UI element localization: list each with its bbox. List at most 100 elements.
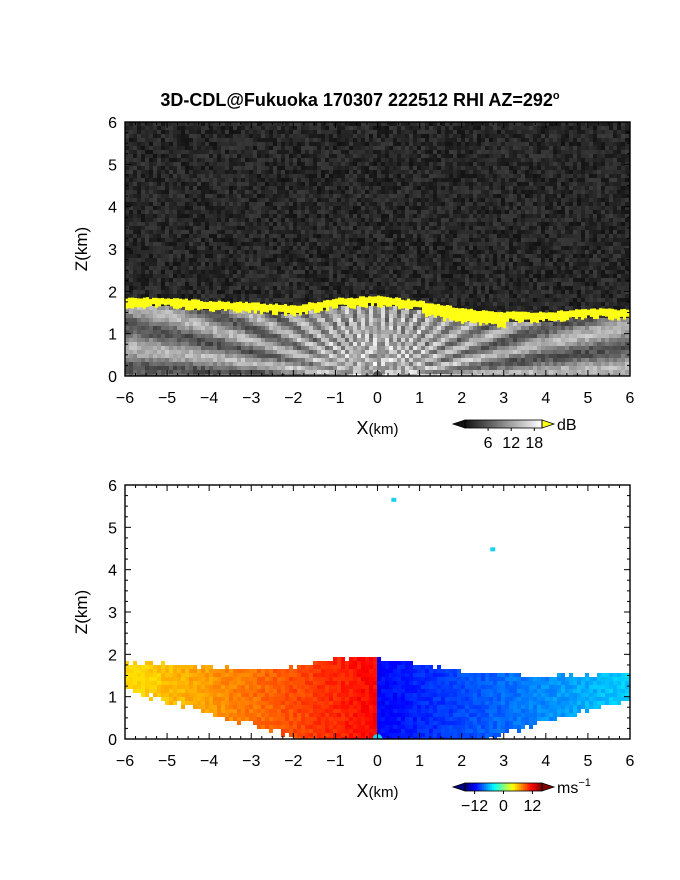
heat-cell — [325, 246, 329, 250]
heat-cell — [253, 374, 257, 376]
heat-cell — [237, 370, 241, 374]
heat-cell — [413, 126, 417, 130]
heat-cell — [141, 282, 145, 286]
heat-cell — [425, 198, 429, 202]
heat-cell — [209, 218, 213, 222]
heat-cell — [209, 190, 213, 194]
heat-cell — [277, 314, 281, 318]
heat-cell — [157, 238, 161, 242]
heat-cell — [149, 138, 153, 142]
heat-cell — [277, 126, 281, 130]
heat-cell — [261, 226, 265, 230]
heat-cell — [185, 202, 189, 206]
heat-cell — [185, 270, 189, 274]
heat-cell — [189, 150, 193, 154]
heat-cell — [325, 342, 329, 346]
heat-cell — [169, 318, 173, 322]
heat-cell — [281, 334, 285, 338]
heat-cell — [253, 230, 257, 234]
heat-cell — [125, 134, 129, 138]
heat-cell — [313, 294, 317, 298]
heat-cell — [257, 334, 261, 338]
heat-cell — [253, 138, 257, 142]
heat-cell — [193, 234, 197, 238]
heat-cell — [289, 218, 293, 222]
heat-cell — [145, 322, 149, 326]
heat-cell — [245, 202, 249, 206]
heat-cell — [165, 274, 169, 278]
heat-cell — [173, 214, 177, 218]
heat-cell — [257, 294, 261, 298]
heat-cell — [157, 146, 161, 150]
heat-cell — [173, 186, 177, 190]
heat-cell — [273, 254, 277, 258]
heat-cell — [197, 278, 201, 282]
heat-cell — [141, 334, 145, 338]
heat-cell — [169, 314, 173, 318]
heat-cell — [257, 326, 261, 330]
heat-cell — [245, 290, 249, 294]
heat-cell — [345, 278, 349, 282]
heat-cell — [349, 178, 353, 182]
heat-cell — [217, 210, 221, 214]
heat-cell — [265, 194, 269, 198]
heat-cell — [421, 162, 425, 166]
heat-cell — [269, 222, 273, 226]
heat-cell — [289, 334, 293, 338]
heat-cell — [293, 234, 297, 238]
heat-cell — [433, 170, 437, 174]
heat-cell — [281, 126, 285, 130]
heat-cell — [277, 298, 281, 302]
heat-cell — [269, 366, 273, 370]
heat-cell — [269, 230, 273, 234]
heat-cell — [345, 214, 349, 218]
heat-cell — [361, 234, 365, 238]
heat-cell — [233, 298, 237, 302]
heat-cell — [261, 362, 265, 366]
heat-cell — [349, 126, 353, 130]
heat-cell — [349, 214, 353, 218]
heat-cell — [129, 150, 133, 154]
heat-cell — [273, 194, 277, 198]
heat-cell — [345, 270, 349, 274]
heat-cell — [197, 178, 201, 182]
heat-cell — [313, 274, 317, 278]
heat-cell — [277, 150, 281, 154]
heat-cell — [345, 326, 349, 330]
heat-cell — [133, 318, 137, 322]
heat-cell — [337, 134, 341, 138]
heat-cell — [205, 158, 209, 162]
heat-cell — [373, 242, 377, 246]
heat-cell — [265, 190, 269, 194]
heat-cell — [165, 170, 169, 174]
heat-cell — [345, 182, 349, 186]
heat-cell — [177, 254, 181, 258]
heat-cell — [337, 214, 341, 218]
heat-cell — [269, 290, 273, 294]
heat-cell — [149, 342, 153, 346]
heat-cell — [125, 318, 129, 322]
heat-cell — [401, 266, 405, 270]
heat-cell — [241, 338, 245, 342]
heat-cell — [253, 214, 257, 218]
heat-cell — [361, 202, 365, 206]
heat-cell — [249, 318, 253, 322]
heat-cell — [257, 290, 261, 294]
heat-cell — [337, 162, 341, 166]
heat-cell — [165, 186, 169, 190]
heat-cell — [141, 150, 145, 154]
heat-cell — [289, 222, 293, 226]
heat-cell — [429, 362, 433, 366]
heat-cell — [257, 314, 261, 318]
heat-cell — [405, 278, 409, 282]
heat-cell — [425, 358, 429, 362]
heat-cell — [185, 346, 189, 350]
heat-cell — [385, 222, 389, 226]
heat-cell — [321, 190, 325, 194]
heat-cell — [161, 270, 165, 274]
heat-cell — [229, 130, 233, 134]
heat-cell — [389, 258, 393, 262]
heat-cell — [413, 178, 417, 182]
heat-cell — [153, 162, 157, 166]
heat-cell — [385, 150, 389, 154]
